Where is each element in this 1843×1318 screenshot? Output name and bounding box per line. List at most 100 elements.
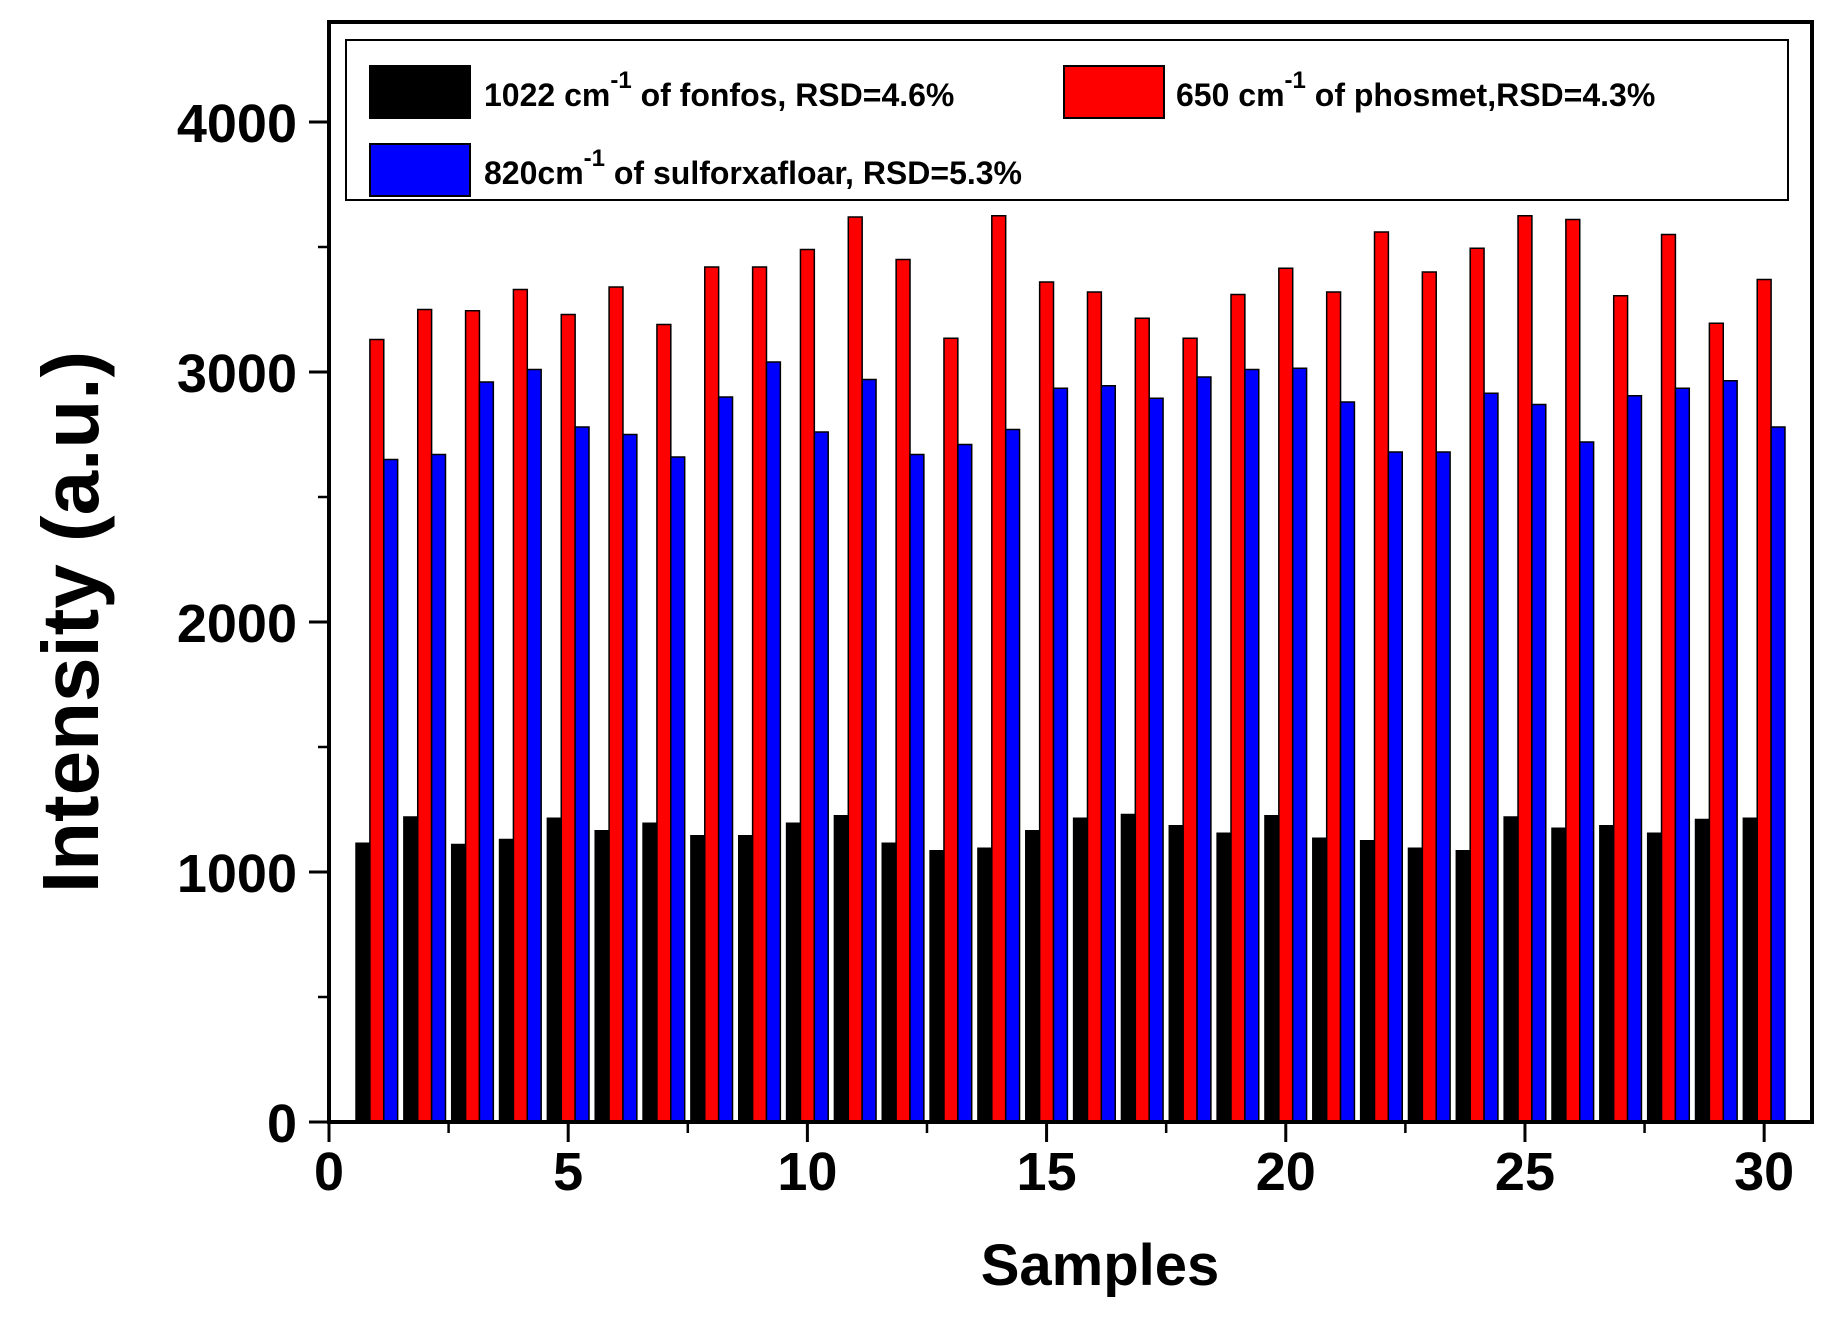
bar-sulforxafloar-sample-2 xyxy=(430,453,447,1123)
legend-label-sup: -1 xyxy=(610,67,631,94)
x-tick-label: 15 xyxy=(1017,1142,1077,1202)
bar-sulforxafloar-sample-26 xyxy=(1578,441,1595,1123)
y-tick-label: 1000 xyxy=(177,844,297,904)
bar-fonfos-sample-29 xyxy=(1694,818,1711,1123)
legend: 1022 cm-1 of fonfos, RSD=4.6% 650 cm-1 o… xyxy=(345,39,1789,201)
bar-fonfos-sample-24 xyxy=(1455,850,1471,1123)
bar-phosmet-sample-30 xyxy=(1756,278,1772,1123)
bar-phosmet-sample-27 xyxy=(1612,295,1629,1123)
bar-phosmet-sample-23 xyxy=(1421,271,1437,1123)
bar-sulforxafloar-sample-6 xyxy=(622,433,638,1123)
y-axis-title: Intensity (a.u.) xyxy=(26,351,115,893)
bar-fonfos-sample-26 xyxy=(1551,827,1567,1123)
bar-fonfos-sample-19 xyxy=(1216,832,1232,1123)
bar-sulforxafloar-sample-23 xyxy=(1435,451,1451,1123)
bar-phosmet-sample-29 xyxy=(1708,322,1725,1123)
bar-fonfos-sample-16 xyxy=(1072,817,1089,1123)
bar-sulforxafloar-sample-20 xyxy=(1291,367,1308,1123)
legend-label-fonfos: 1022 cm-1 of fonfos, RSD=4.6% xyxy=(484,67,954,113)
bar-phosmet-sample-26 xyxy=(1565,218,1581,1123)
bar-fonfos-sample-2 xyxy=(403,816,419,1123)
bar-fonfos-sample-10 xyxy=(785,822,802,1123)
x-tick-label: 20 xyxy=(1256,1142,1316,1202)
bar-phosmet-sample-15 xyxy=(1038,281,1055,1123)
y-tick-label: 2000 xyxy=(177,594,297,654)
bar-phosmet-sample-10 xyxy=(799,248,816,1123)
bar-sulforxafloar-sample-28 xyxy=(1674,387,1691,1123)
bar-phosmet-sample-21 xyxy=(1325,291,1342,1123)
bar-fonfos-sample-12 xyxy=(881,842,897,1123)
bar-phosmet-sample-22 xyxy=(1373,231,1390,1123)
bar-fonfos-sample-27 xyxy=(1599,825,1615,1123)
bar-sulforxafloar-sample-11 xyxy=(861,378,877,1123)
x-tick-label: 25 xyxy=(1495,1142,1555,1202)
bar-fonfos-sample-25 xyxy=(1503,816,1519,1123)
x-axis-title: Samples xyxy=(981,1233,1220,1298)
x-tick-label: 5 xyxy=(553,1142,583,1202)
bar-phosmet-sample-17 xyxy=(1134,317,1150,1123)
bar-sulforxafloar-sample-22 xyxy=(1387,451,1404,1123)
bar-fonfos-sample-22 xyxy=(1359,840,1376,1123)
bar-sulforxafloar-sample-17 xyxy=(1148,397,1164,1123)
legend-label-main: 650 cm xyxy=(1176,77,1285,113)
bar-phosmet-sample-7 xyxy=(656,323,672,1123)
bar-sulforxafloar-sample-9 xyxy=(765,361,782,1123)
bar-sulforxafloar-sample-5 xyxy=(574,426,590,1123)
bar-sulforxafloar-sample-8 xyxy=(717,396,734,1123)
legend-label-rest: of fonfos, RSD=4.6% xyxy=(632,77,955,113)
bar-sulforxafloar-sample-25 xyxy=(1531,403,1547,1123)
bar-sulforxafloar-sample-12 xyxy=(909,453,925,1123)
bar-fonfos-sample-21 xyxy=(1312,837,1328,1123)
bar-fonfos-sample-20 xyxy=(1264,815,1280,1123)
bar-fonfos-sample-15 xyxy=(1025,830,1041,1123)
bar-fonfos-sample-3 xyxy=(450,843,467,1123)
bar-sulforxafloar-sample-27 xyxy=(1626,395,1643,1123)
bar-sulforxafloar-sample-1 xyxy=(383,458,399,1123)
bar-phosmet-sample-19 xyxy=(1230,293,1246,1123)
y-tick-label: 4000 xyxy=(177,94,297,154)
bar-sulforxafloar-sample-7 xyxy=(670,456,686,1123)
bar-fonfos-sample-14 xyxy=(977,847,993,1123)
bar-phosmet-sample-20 xyxy=(1278,267,1294,1123)
bar-fonfos-sample-13 xyxy=(929,850,945,1123)
legend-label-rest: of phosmet,RSD=4.3% xyxy=(1306,77,1655,113)
x-tick-label: 10 xyxy=(777,1142,837,1202)
bar-phosmet-sample-24 xyxy=(1469,247,1485,1123)
bar-sulforxafloar-sample-16 xyxy=(1100,385,1116,1123)
bar-phosmet-sample-18 xyxy=(1182,337,1198,1123)
bar-phosmet-sample-3 xyxy=(464,310,481,1123)
bar-fonfos-sample-28 xyxy=(1646,832,1663,1123)
axes-layer: 0 5 10 15 20 25 30 0 1000 2000 3000 4000 xyxy=(177,94,1794,1202)
bar-sulforxafloar-sample-10 xyxy=(813,431,829,1123)
bar-phosmet-sample-5 xyxy=(560,313,576,1123)
legend-label-phosmet: 650 cm-1 of phosmet,RSD=4.3% xyxy=(1176,67,1655,113)
bar-fonfos-sample-1 xyxy=(355,842,371,1123)
bar-phosmet-sample-1 xyxy=(369,338,385,1123)
bar-phosmet-sample-12 xyxy=(895,258,911,1123)
legend-label-rest: of sulforxafloar, RSD=5.3% xyxy=(605,155,1022,191)
bar-phosmet-sample-16 xyxy=(1086,291,1103,1123)
x-tick-label: 30 xyxy=(1734,1142,1794,1202)
legend-label-main: 1022 cm xyxy=(484,77,610,113)
bar-sulforxafloar-sample-13 xyxy=(957,443,973,1123)
bar-fonfos-sample-30 xyxy=(1742,817,1758,1123)
bar-fonfos-sample-4 xyxy=(498,838,515,1123)
bar-sulforxafloar-sample-4 xyxy=(526,368,542,1123)
legend-label-sup: -1 xyxy=(584,145,605,172)
y-tick-label: 0 xyxy=(267,1094,297,1154)
bars-layer xyxy=(355,215,1786,1123)
bar-phosmet-sample-2 xyxy=(416,308,433,1123)
bar-phosmet-sample-11 xyxy=(847,216,863,1123)
bar-fonfos-sample-11 xyxy=(833,815,850,1123)
x-tick-label: 0 xyxy=(314,1142,344,1202)
legend-label-sulforxafloar: 820cm-1 of sulforxafloar, RSD=5.3% xyxy=(484,145,1022,191)
bar-sulforxafloar-sample-15 xyxy=(1052,387,1069,1123)
bar-fonfos-sample-8 xyxy=(690,835,706,1123)
bar-sulforxafloar-sample-14 xyxy=(1004,428,1021,1123)
bar-fonfos-sample-9 xyxy=(737,835,754,1123)
bar-sulforxafloar-sample-19 xyxy=(1244,368,1260,1123)
bar-phosmet-sample-13 xyxy=(943,337,959,1123)
legend-swatch-phosmet xyxy=(1063,65,1165,119)
bar-phosmet-sample-28 xyxy=(1660,233,1677,1123)
